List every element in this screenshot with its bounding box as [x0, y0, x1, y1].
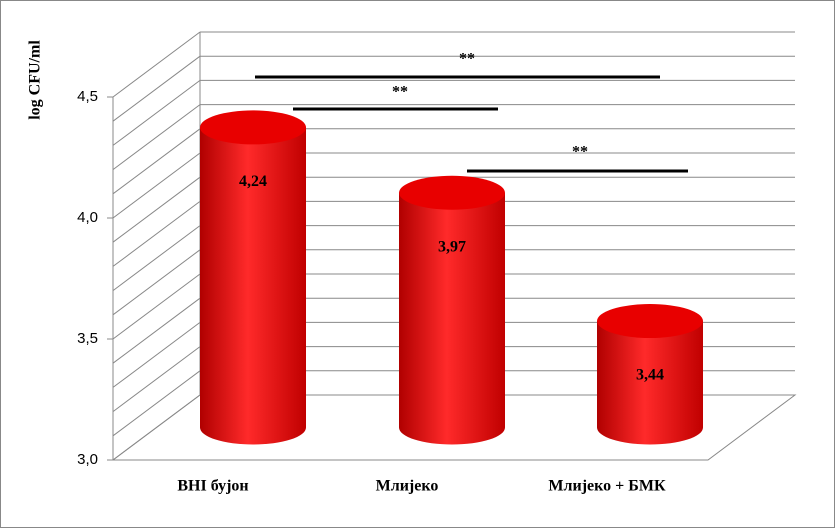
- grid-line: [112, 346, 201, 413]
- grid-line: [112, 152, 201, 219]
- grid-line: [112, 249, 201, 316]
- grid-line: [112, 297, 201, 364]
- annotation: **: [459, 51, 475, 68]
- grid-line: [112, 104, 201, 171]
- bar-top: [200, 110, 306, 145]
- grid-line: [112, 200, 201, 267]
- bar: [597, 321, 703, 445]
- y-axis-label: log CFU/ml: [27, 40, 44, 120]
- annotation: **: [572, 144, 588, 161]
- y-tick-label: 4,5: [77, 88, 98, 105]
- grid-line: [112, 128, 201, 195]
- grid-line: [112, 225, 201, 292]
- bar: [399, 192, 505, 445]
- x-tick-label: Млијеко: [376, 478, 439, 495]
- grid-line: [112, 176, 201, 243]
- grid-line: [112, 394, 201, 461]
- y-tick-label: 4,0: [77, 209, 98, 226]
- y-tick-label: 3,5: [77, 330, 98, 347]
- grid-line: [112, 370, 201, 437]
- x-tick-label: Млијеко + БМК: [548, 478, 666, 495]
- y-tick-label: 3,0: [77, 451, 98, 468]
- bar: [200, 127, 306, 445]
- grid-line: [112, 55, 201, 122]
- grid-line: [112, 31, 201, 98]
- grid-line: [112, 273, 201, 340]
- grid-line: [112, 321, 201, 388]
- bar-top: [399, 175, 505, 210]
- annotation: **: [392, 84, 408, 101]
- grid-line: [112, 79, 201, 146]
- value-label: 4,24: [239, 173, 267, 190]
- x-tick-label: BHI бујон: [177, 478, 248, 495]
- value-label: 3,97: [438, 238, 466, 255]
- value-label: 3,44: [636, 367, 664, 384]
- bar-top: [597, 304, 703, 339]
